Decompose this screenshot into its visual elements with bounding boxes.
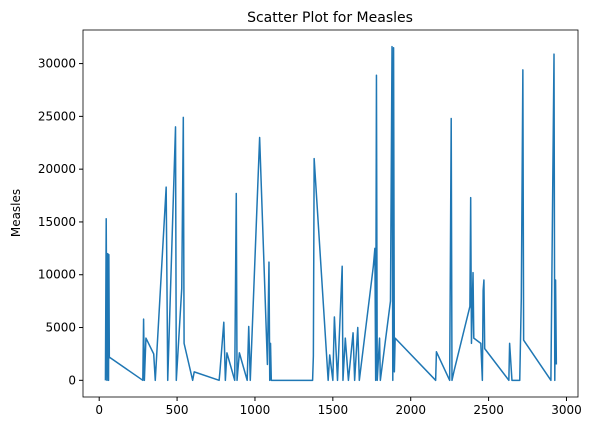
- y-tick-label: 5000: [45, 321, 76, 335]
- x-tick-label: 500: [166, 403, 189, 417]
- y-tick-label: 20000: [38, 162, 76, 176]
- y-tick-label: 10000: [38, 268, 76, 282]
- line: [104, 45, 558, 382]
- y-tick-label: 30000: [38, 57, 76, 71]
- x-tick-label: 0: [95, 403, 103, 417]
- chart-title: Scatter Plot for Measles: [247, 10, 413, 26]
- y-axis-label: Measles: [9, 189, 23, 237]
- x-tick-label: 1000: [240, 403, 271, 417]
- x-tick-label: 2500: [473, 403, 504, 417]
- x-tick-label: 3000: [551, 403, 582, 417]
- y-tick-label: 0: [68, 373, 76, 387]
- y-tick-label: 15000: [38, 215, 76, 229]
- y-tick-label: 25000: [38, 109, 76, 123]
- x-tick-label: 2000: [395, 403, 426, 417]
- plot-frame: [82, 29, 579, 398]
- x-tick-label: 1500: [318, 403, 349, 417]
